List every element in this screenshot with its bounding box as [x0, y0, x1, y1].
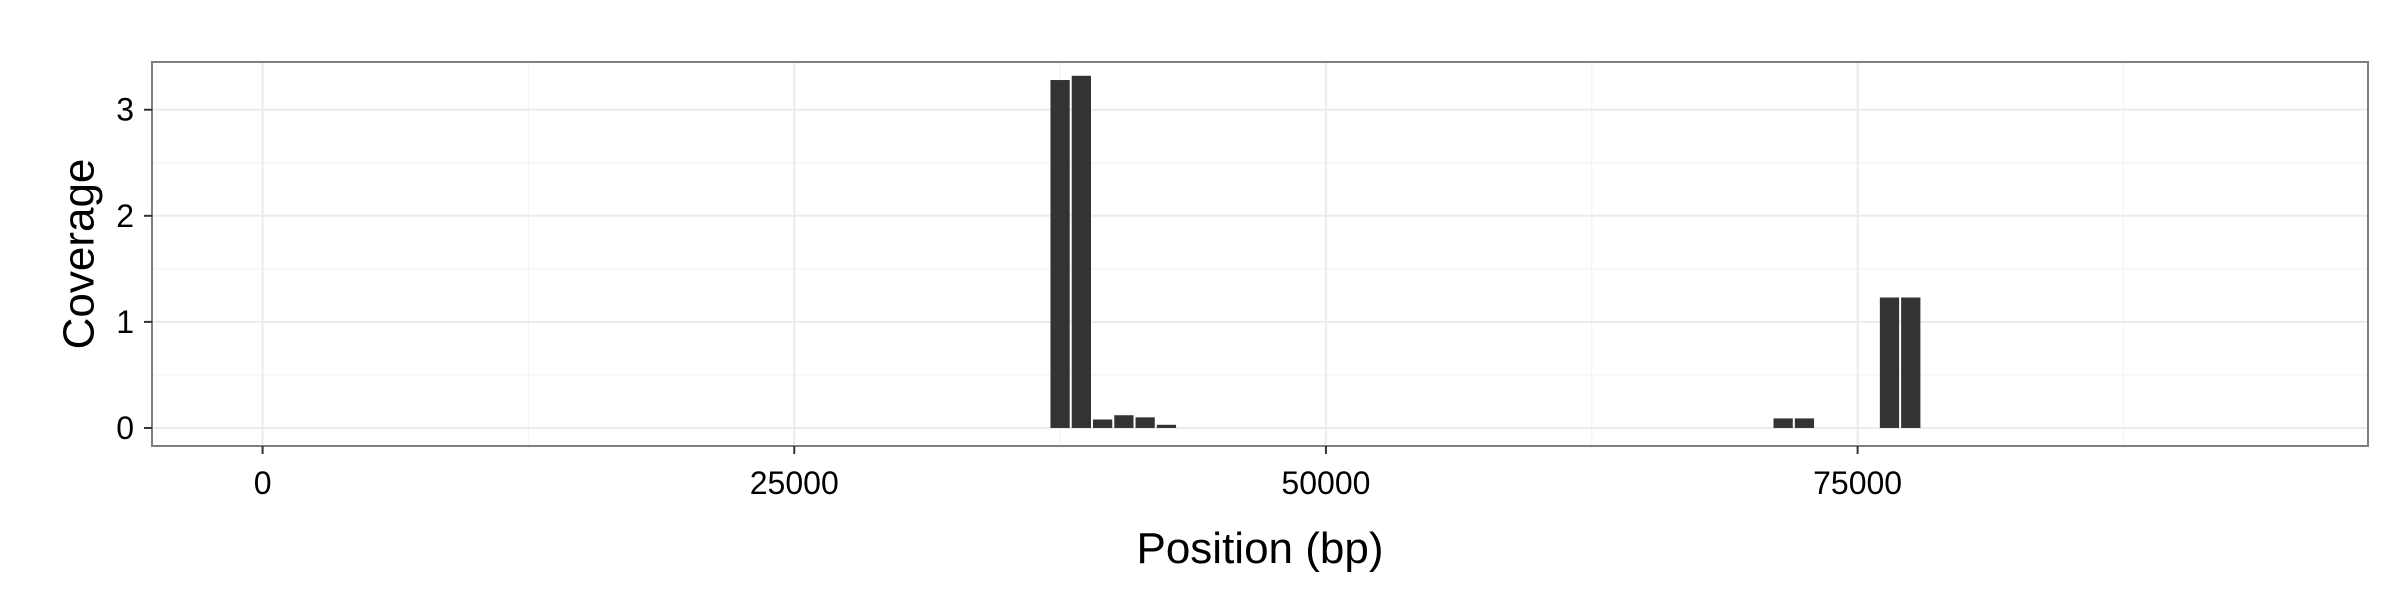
y-axis-title: Coverage — [54, 159, 103, 350]
x-tick-label: 0 — [254, 465, 272, 501]
grid-layer — [152, 62, 2368, 446]
bar — [1794, 418, 1815, 428]
x-tick-label: 50000 — [1281, 465, 1370, 501]
y-tick-label: 2 — [116, 198, 134, 234]
bar — [1879, 297, 1900, 428]
y-tick-label: 0 — [116, 410, 134, 446]
x-axis-title: Position (bp) — [1136, 524, 1383, 573]
bar — [1114, 415, 1134, 428]
bar — [1071, 75, 1091, 428]
tick-labels-layer: 0 25000 50000 75000 0 1 2 3 — [116, 92, 1902, 501]
x-tick-label: 75000 — [1813, 465, 1902, 501]
panel-background — [152, 62, 2368, 446]
bar — [1773, 418, 1793, 428]
bar — [1050, 80, 1070, 428]
ticks-layer — [144, 108, 1859, 454]
y-tick-label: 3 — [116, 92, 134, 128]
bar — [1092, 419, 1113, 428]
x-tick-label: 25000 — [750, 465, 839, 501]
bar — [1156, 424, 1177, 428]
bars-layer — [1050, 75, 1921, 428]
bar — [1135, 417, 1155, 428]
panel-border — [151, 61, 2369, 447]
y-tick-label: 1 — [116, 304, 134, 340]
bar — [1901, 297, 1921, 428]
